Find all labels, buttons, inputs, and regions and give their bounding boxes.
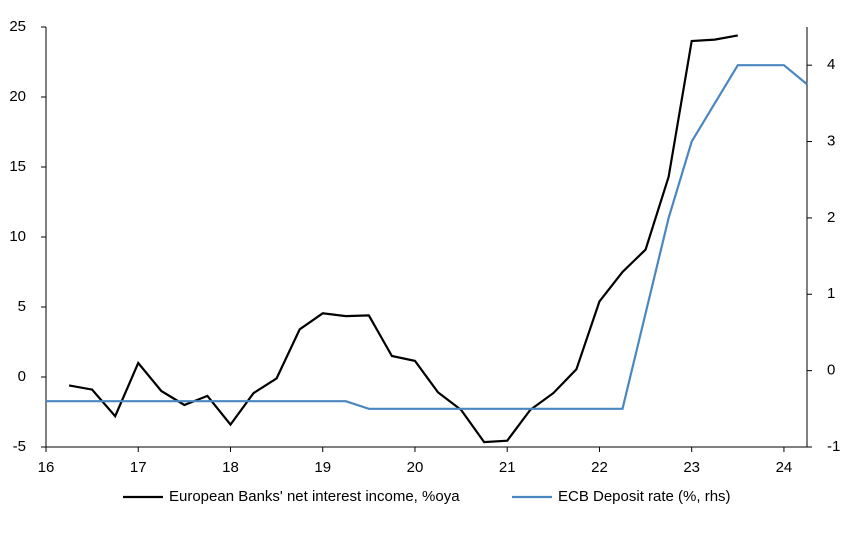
x-tick-label: 16	[38, 459, 55, 476]
y-tick-label: 20	[9, 88, 26, 105]
series-line	[46, 64, 808, 410]
x-tick-label: 17	[130, 459, 147, 476]
x-tick-label: 20	[407, 459, 424, 476]
y2-tick-label: -1	[827, 438, 840, 455]
x-tick-label: 19	[314, 459, 331, 476]
y-tick-label: 25	[9, 18, 26, 35]
y-tick-label: 15	[9, 158, 26, 175]
legend-label: European Banks' net interest income, %oy…	[169, 488, 460, 505]
y-tick-label: -5	[13, 438, 26, 455]
y2-tick-label: 2	[827, 209, 835, 226]
x-tick-label: 21	[499, 459, 516, 476]
y2-tick-label: 4	[827, 56, 835, 73]
x-tick-label: 18	[222, 459, 239, 476]
x-tick-label: 24	[776, 459, 793, 476]
y-tick-label: 10	[9, 228, 26, 245]
y-tick-label: 0	[18, 368, 26, 385]
series-line	[68, 34, 739, 444]
y-tick-label: 5	[18, 298, 26, 315]
x-tick-label: 23	[683, 459, 700, 476]
x-tick-label: 22	[591, 459, 608, 476]
legend-label: ECB Deposit rate (%, rhs)	[558, 488, 731, 505]
y2-tick-label: 1	[827, 285, 835, 302]
y2-tick-label: 3	[827, 133, 835, 150]
y2-tick-label: 0	[827, 362, 835, 379]
